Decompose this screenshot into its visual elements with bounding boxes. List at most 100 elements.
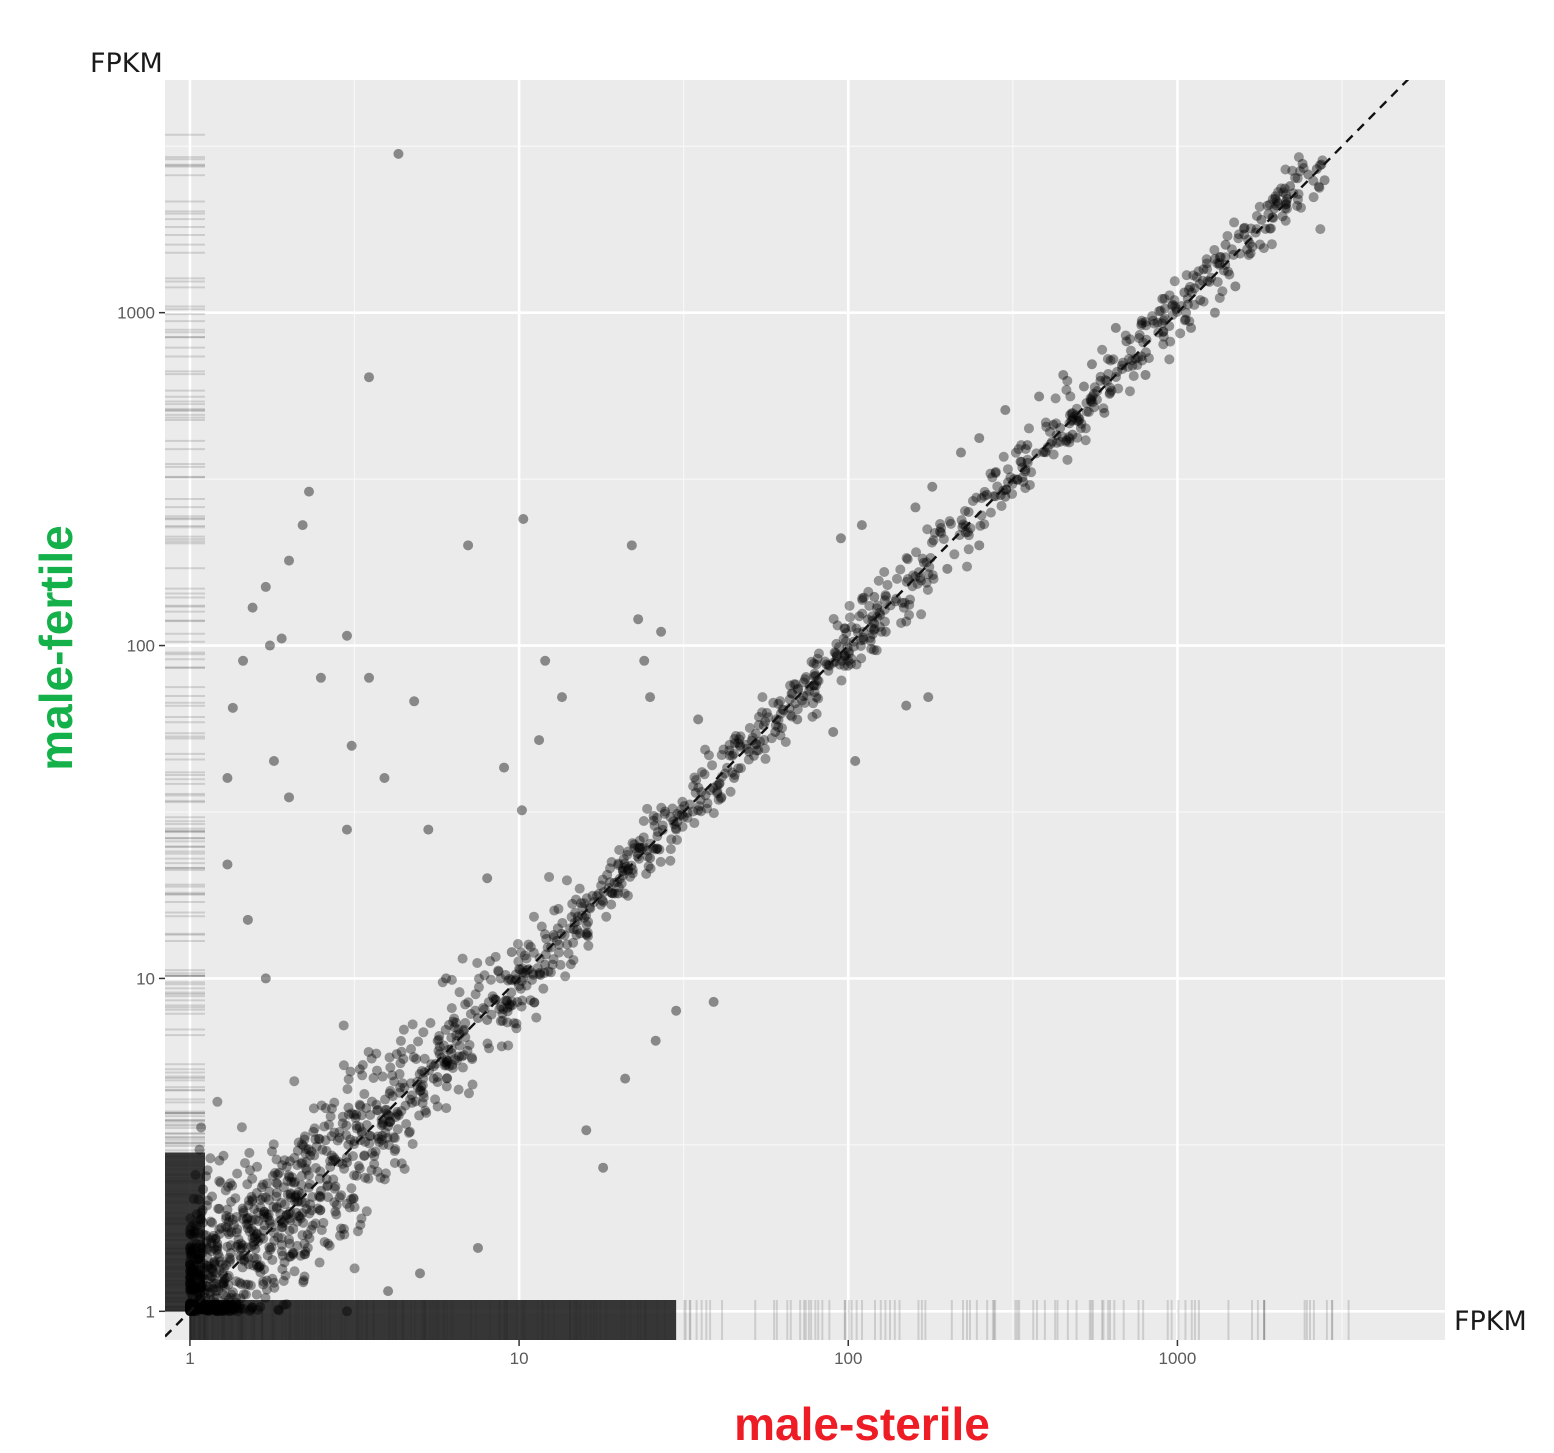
data-point [910, 502, 921, 513]
point-cloud-dot [376, 1114, 387, 1125]
point-cloud-dot [432, 1101, 443, 1112]
point-cloud-dot [186, 1268, 197, 1279]
point-cloud-dot [276, 1239, 287, 1250]
point-cloud-dot [201, 1238, 212, 1249]
point-cloud-dot [787, 688, 798, 699]
point-cloud-dot [206, 1271, 217, 1282]
point-cloud-dot [309, 1150, 320, 1161]
point-cloud-dot [184, 1225, 195, 1236]
point-cloud-dot [840, 636, 851, 647]
point-cloud-dot [243, 1195, 254, 1206]
point-cloud-dot [201, 1284, 212, 1295]
point-cloud-dot [868, 624, 879, 635]
point-cloud-dot [210, 1305, 221, 1316]
point-cloud-dot [1276, 183, 1287, 194]
point-cloud-dot [225, 1300, 236, 1311]
point-cloud-dot [1010, 447, 1021, 458]
point-cloud-dot [195, 1248, 206, 1259]
point-cloud-dot [1212, 276, 1223, 287]
point-cloud-dot [441, 1081, 452, 1092]
point-cloud-dot [220, 1299, 231, 1310]
point-cloud-dot [279, 1257, 290, 1268]
point-cloud-dot [708, 808, 719, 819]
point-cloud-dot [1108, 354, 1119, 365]
point-cloud-dot [197, 1302, 208, 1313]
point-cloud-dot [642, 803, 653, 814]
point-cloud-dot [1149, 318, 1160, 329]
point-cloud-dot [496, 1041, 507, 1052]
point-cloud-dot [502, 1006, 513, 1017]
point-cloud-dot [193, 1264, 204, 1275]
point-cloud-dot [220, 1300, 231, 1311]
point-cloud-dot [1195, 295, 1206, 306]
point-cloud-dot [300, 1197, 311, 1208]
point-cloud-dot [288, 1247, 299, 1258]
data-point [364, 672, 375, 683]
point-cloud-dot [302, 1242, 313, 1253]
point-cloud-dot [497, 1008, 508, 1019]
point-cloud-dot [319, 1236, 330, 1247]
data-point [260, 581, 271, 592]
point-cloud-dot [301, 1163, 312, 1174]
point-cloud-dot [261, 1208, 272, 1219]
point-cloud-dot [338, 1060, 349, 1071]
point-cloud-dot [185, 1303, 196, 1314]
point-cloud-dot [383, 1109, 394, 1120]
panel-background [165, 80, 1445, 1340]
point-cloud-dot [406, 1090, 417, 1101]
data-point [1256, 214, 1267, 225]
point-cloud-dot [665, 812, 676, 823]
point-cloud-dot [185, 1266, 196, 1277]
point-cloud-dot [671, 834, 682, 845]
point-cloud-dot [194, 1285, 205, 1296]
point-cloud-dot [330, 1181, 341, 1192]
point-cloud-dot [809, 671, 820, 682]
point-cloud-dot [396, 1158, 407, 1169]
point-cloud-dot [414, 1069, 425, 1080]
point-cloud-dot [464, 1039, 475, 1050]
point-cloud-dot [1264, 199, 1275, 210]
point-cloud-dot [868, 644, 879, 655]
point-cloud-dot [232, 1168, 243, 1179]
data-point [1285, 181, 1296, 192]
point-cloud-dot [727, 767, 738, 778]
point-cloud-dot [595, 899, 606, 910]
point-cloud-dot [300, 1249, 311, 1260]
point-cloud-dot [473, 982, 484, 993]
point-cloud-dot [207, 1217, 218, 1228]
point-cloud-dot [638, 832, 649, 843]
point-cloud-dot [373, 1133, 384, 1144]
point-cloud-dot [634, 842, 645, 853]
point-cloud-dot [790, 698, 801, 709]
point-cloud-dot [211, 1293, 222, 1304]
point-cloud-dot [258, 1276, 269, 1287]
point-cloud-dot [652, 843, 663, 854]
point-cloud-dot [654, 844, 665, 855]
point-cloud-dot [700, 744, 711, 755]
point-cloud-dot [196, 1273, 207, 1284]
point-cloud-dot [342, 1084, 353, 1095]
point-cloud-dot [390, 1112, 401, 1123]
point-cloud-dot [326, 1131, 337, 1142]
point-cloud-dot [204, 1288, 215, 1299]
point-cloud-dot [1175, 328, 1186, 339]
point-cloud-dot [583, 916, 594, 927]
point-cloud-dot [216, 1305, 227, 1316]
point-cloud-dot [217, 1288, 228, 1299]
point-cloud-dot [1087, 391, 1098, 402]
point-cloud-dot [1245, 248, 1256, 259]
data-point [1319, 175, 1330, 186]
point-cloud-dot [203, 1304, 214, 1315]
point-cloud-dot [185, 1304, 196, 1315]
point-cloud-dot [1064, 433, 1075, 444]
point-cloud-dot [753, 711, 764, 722]
point-cloud-dot [306, 1146, 317, 1157]
point-cloud-dot [777, 704, 788, 715]
point-cloud-dot [496, 1001, 507, 1012]
point-cloud-dot [229, 1219, 240, 1230]
point-cloud-dot [237, 1262, 248, 1273]
point-cloud-dot [349, 1170, 360, 1181]
point-cloud-dot [318, 1217, 329, 1228]
point-cloud-dot [785, 680, 796, 691]
point-cloud-dot [341, 1198, 352, 1209]
